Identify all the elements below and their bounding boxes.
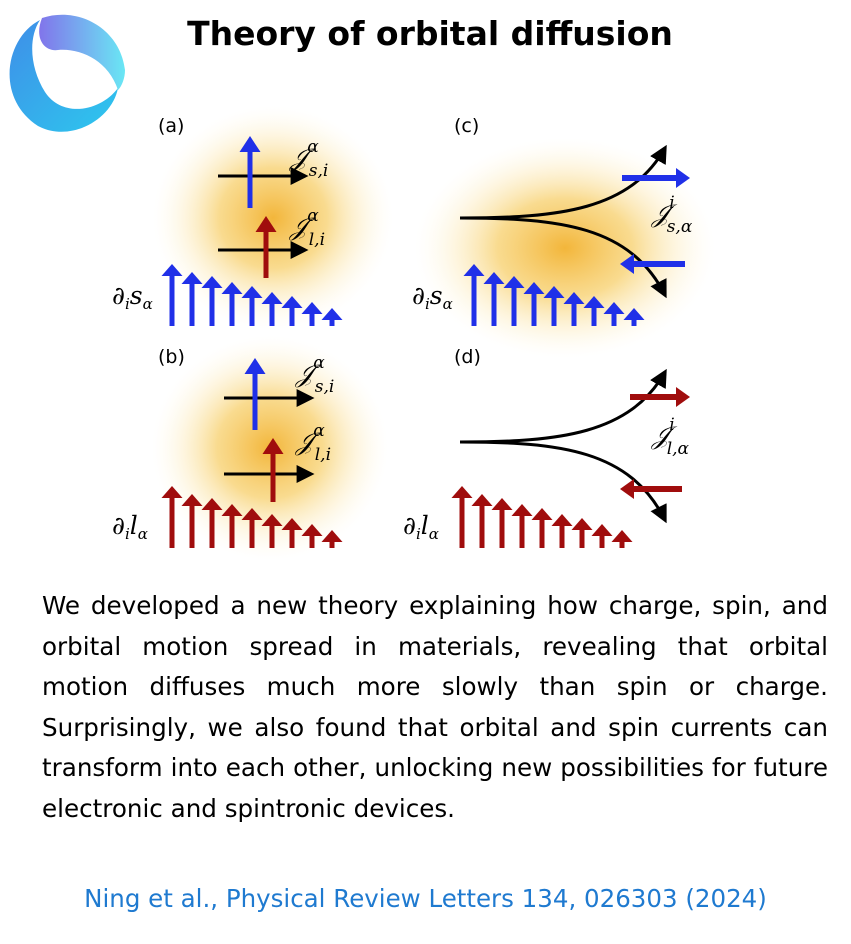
orbital-gradient-arrow-b-7 [301, 524, 323, 548]
orbital-gradient-arrow-b-2 [201, 498, 223, 548]
orbital-arrow-b [262, 438, 284, 502]
gradient-label-b: ∂ilα [112, 511, 148, 543]
orbital-gradient-arrow-d-8 [611, 530, 633, 548]
split-trajectory [459, 440, 667, 524]
panel-label-b: (b) [158, 346, 185, 368]
glow-c [415, 138, 715, 358]
spin-arrow-a [239, 136, 261, 208]
spin-gradient-arrow-a-8 [321, 308, 343, 326]
current-label-b-spin: 𝒥α s,i [295, 353, 334, 397]
spin-current-arrow-c-bottom [620, 254, 685, 274]
orbital-gradient-arrow-d-1 [471, 494, 493, 548]
orbital-gradient-arrow-b-6 [281, 518, 303, 548]
spin-gradient-arrow-c-8 [623, 308, 645, 326]
orbital-current-arrow-d-top [630, 387, 690, 407]
spin-gradient-arrow-a-7 [301, 302, 323, 326]
panel-label-c: (c) [454, 115, 479, 137]
logo-icon [9, 14, 125, 132]
orbital-gradient-arrow-d-0 [451, 486, 473, 548]
orbital-gradient-arrow-d-2 [491, 498, 513, 548]
panel-label-a: (a) [158, 115, 184, 137]
spin-gradient-arrow-a-4 [241, 286, 263, 326]
spin-gradient-arrow-c-0 [463, 264, 485, 326]
split-trajectory [459, 368, 667, 444]
orbital-gradient-arrow-d-6 [571, 518, 593, 548]
gradient-label-d: ∂ilα [403, 511, 439, 543]
spin-gradient-arrow-a-0 [161, 264, 183, 326]
orbital-gradient-arrow-d-3 [511, 504, 533, 548]
spin-gradient-arrow-a-5 [261, 292, 283, 326]
gradient-label-a: ∂isα [112, 281, 153, 313]
gradient-label-c: ∂isα [412, 281, 453, 313]
body-text: We developed a new theory explaining how… [42, 591, 828, 823]
orbital-gradient-arrow-b-4 [241, 508, 263, 548]
spin-arrow-b [244, 358, 266, 430]
spin-gradient-arrow-c-6 [583, 296, 605, 326]
spin-gradient-arrow-a-1 [181, 272, 203, 326]
orbital-gradient-arrow-d-5 [551, 514, 573, 548]
spin-gradient-arrow-c-5 [563, 292, 585, 326]
current-label-d: 𝒥i l,α [651, 415, 690, 459]
spin-gradient-arrow-c-1 [483, 272, 505, 326]
orbital-gradient-arrow-b-8 [321, 530, 343, 548]
orbital-current-arrow-d-bottom [620, 479, 682, 499]
spin-gradient-arrow-a-6 [281, 296, 303, 326]
orbital-gradient-arrow-b-1 [181, 494, 203, 548]
spin-gradient-arrow-c-2 [503, 276, 525, 326]
spin-gradient-arrow-c-7 [603, 302, 625, 326]
spin-gradient-arrow-a-2 [201, 276, 223, 326]
spin-gradient-arrow-c-4 [543, 286, 565, 326]
spin-gradient-arrow-c-3 [523, 282, 545, 326]
orbital-diffusion-figure: (a) (b) (c) (d) ∂isα ∂ilα ∂isα ∂ilα 𝒥α s,… [112, 106, 715, 560]
orbital-gradient-arrow-d-7 [591, 524, 613, 548]
orbital-gradient-arrow-b-5 [261, 514, 283, 548]
spin-current-arrow-c-top [622, 168, 690, 188]
orbital-gradient-arrow-b-0 [161, 486, 183, 548]
orbital-gradient-arrow-d-4 [531, 508, 553, 548]
citation-link[interactable]: Ning et al., Physical Review Letters 134… [84, 884, 767, 913]
split-trajectory [459, 216, 667, 299]
orbital-gradient-arrow-b-3 [221, 504, 243, 548]
page-title: Theory of orbital diffusion [187, 14, 673, 53]
orbital-arrow-a [255, 216, 277, 278]
glow-a [153, 106, 393, 330]
spin-gradient-arrow-a-3 [221, 282, 243, 326]
panel-label-d: (d) [454, 346, 481, 368]
